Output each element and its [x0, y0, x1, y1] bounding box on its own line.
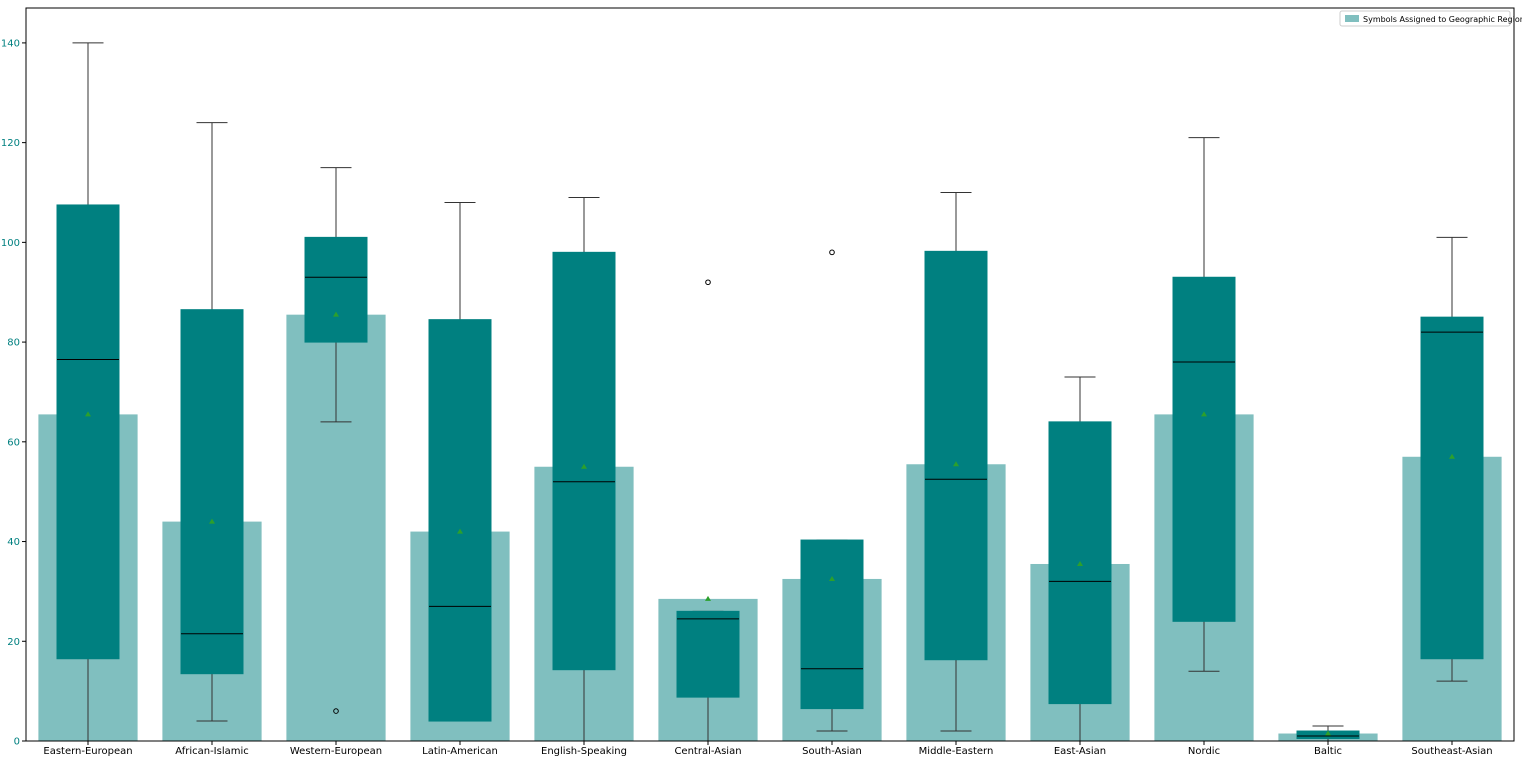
mean-marker	[953, 461, 959, 467]
outlier-point	[333, 708, 339, 714]
mean-marker	[829, 575, 835, 581]
box	[552, 251, 616, 671]
mean-marker	[85, 411, 91, 417]
legend-swatch	[1345, 15, 1359, 22]
legend: Symbols Assigned to Geographic Region	[1339, 10, 1522, 27]
mean-marker	[1201, 411, 1207, 417]
box	[304, 236, 368, 343]
xtick-label: Baltic	[1314, 746, 1342, 757]
plot-frame	[25, 7, 1515, 742]
xtick-label: Southeast-Asian	[1411, 746, 1492, 757]
outlier-point	[829, 249, 835, 256]
mean-marker	[333, 311, 339, 317]
box	[428, 319, 492, 722]
legend-box	[1339, 10, 1511, 27]
ytick-label: 80	[7, 338, 20, 349]
xtick-label: East-Asian	[1054, 746, 1106, 757]
ytick-label: 20	[7, 637, 20, 648]
box	[180, 309, 244, 675]
ytick-label: 60	[7, 437, 20, 448]
ytick-label: 0	[14, 737, 20, 748]
xtick-label: Western-European	[290, 746, 382, 757]
box	[1172, 276, 1236, 622]
outlier-point	[705, 279, 711, 286]
ytick-label: 40	[7, 537, 20, 548]
mean-marker	[705, 595, 711, 601]
box	[924, 250, 988, 661]
mean-marker	[457, 528, 463, 534]
bars-layer	[38, 314, 1502, 741]
xtick-label: English-Speaking	[541, 746, 627, 757]
mean-marker	[581, 463, 587, 469]
xtick-label: Central-Asian	[674, 746, 741, 757]
ytick-label: 100	[1, 238, 20, 249]
mean-marker	[1449, 453, 1455, 459]
mean-marker	[1077, 560, 1083, 566]
ytick-label: 120	[1, 138, 20, 149]
box	[800, 539, 864, 710]
axes-layer: 0 20 40 60 80 100 120 140 Eastern-European Africa…	[1, 7, 1515, 757]
xtick-label: Latin-American	[422, 746, 498, 757]
boxplot-layer	[56, 42, 1484, 742]
xtick-label: Middle-Eastern	[919, 746, 994, 757]
mean-marker	[1325, 730, 1331, 736]
xtick-label: African-Islamic	[175, 746, 249, 757]
box	[56, 204, 120, 660]
legend-label: Symbols Assigned to Geographic Region	[1363, 15, 1522, 24]
ytick-label: 140	[1, 38, 20, 49]
xtick-label: Nordic	[1188, 746, 1220, 757]
box	[676, 610, 740, 698]
box	[1420, 316, 1484, 660]
xtick-label: Eastern-European	[43, 746, 132, 757]
xtick-label: South-Asian	[802, 746, 862, 757]
mean-marker	[209, 518, 215, 524]
